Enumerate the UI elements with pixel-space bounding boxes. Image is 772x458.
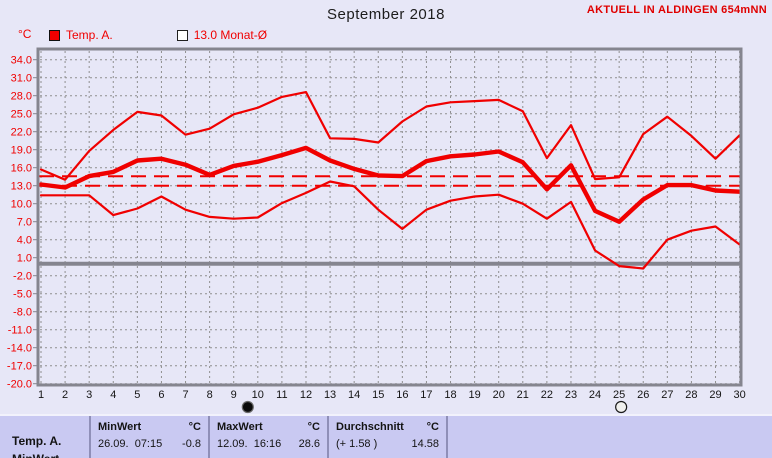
minwert-cell: MinWert °C 26.09. 07:15 -0.8 bbox=[89, 416, 208, 458]
svg-text:29: 29 bbox=[709, 389, 721, 401]
minwert-timestamp: 26.09. 07:15 bbox=[98, 437, 163, 450]
svg-text:28.0: 28.0 bbox=[11, 91, 32, 103]
svg-text:4: 4 bbox=[110, 389, 116, 401]
svg-text:4.0: 4.0 bbox=[17, 235, 32, 247]
svg-text:16.0: 16.0 bbox=[11, 163, 32, 175]
svg-text:17: 17 bbox=[420, 389, 432, 401]
svg-text:13.0: 13.0 bbox=[11, 181, 32, 193]
svg-text:15: 15 bbox=[372, 389, 384, 401]
temp-series-label: Temp. A. bbox=[66, 28, 113, 42]
svg-text:28: 28 bbox=[685, 389, 697, 401]
svg-text:27: 27 bbox=[661, 389, 673, 401]
month-average-swatch-icon bbox=[176, 29, 188, 41]
temperature-chart: 34.031.028.025.022.019.016.013.010.07.04… bbox=[7, 47, 746, 414]
svg-text:22: 22 bbox=[541, 389, 553, 401]
maxwert-unit: °C bbox=[307, 420, 320, 433]
maxwert-timestamp: 12.09. 16:16 bbox=[217, 437, 282, 450]
station-label: AKTUELL IN ALDINGEN 654mNN bbox=[586, 4, 767, 16]
maxwert-header: MaxWert bbox=[217, 420, 263, 433]
series-0 bbox=[39, 90, 741, 181]
durchschnitt-delta: (+ 1.58 ) bbox=[336, 437, 378, 450]
month-average-label: 13.0 Monat-Ø bbox=[193, 28, 268, 42]
full-moon-icon bbox=[615, 400, 628, 414]
minwert-unit: °C bbox=[188, 420, 201, 433]
svg-text:30: 30 bbox=[733, 389, 745, 401]
svg-text:-5.0: -5.0 bbox=[13, 289, 32, 301]
series-2 bbox=[39, 180, 741, 270]
svg-text:34.0: 34.0 bbox=[11, 55, 32, 67]
temp-series-swatch-icon bbox=[49, 29, 60, 41]
svg-text:26: 26 bbox=[637, 389, 649, 401]
page-title: September 2018 bbox=[327, 6, 445, 23]
svg-text:7: 7 bbox=[182, 389, 188, 401]
svg-text:-17.0: -17.0 bbox=[7, 361, 32, 373]
svg-text:11: 11 bbox=[276, 389, 287, 401]
svg-text:9: 9 bbox=[231, 389, 237, 401]
durchschnitt-unit: °C bbox=[426, 420, 439, 433]
svg-text:25: 25 bbox=[613, 389, 625, 401]
svg-text:2: 2 bbox=[62, 389, 68, 401]
svg-text:10: 10 bbox=[252, 389, 264, 401]
svg-text:-20.0: -20.0 bbox=[7, 379, 32, 391]
svg-text:6: 6 bbox=[158, 389, 164, 401]
svg-text:12: 12 bbox=[300, 389, 312, 401]
minwert-value: -0.8 bbox=[182, 437, 201, 450]
svg-text:22.0: 22.0 bbox=[11, 127, 32, 139]
svg-text:20: 20 bbox=[493, 389, 505, 401]
svg-text:-11.0: -11.0 bbox=[8, 325, 32, 337]
svg-text:-2.0: -2.0 bbox=[13, 271, 32, 283]
svg-text:19: 19 bbox=[468, 389, 480, 401]
svg-text:7.0: 7.0 bbox=[17, 217, 32, 229]
svg-text:1.0: 1.0 bbox=[17, 253, 32, 265]
maxwert-value: 28.6 bbox=[298, 437, 320, 450]
svg-text:23: 23 bbox=[565, 389, 577, 401]
series-1 bbox=[38, 145, 742, 224]
stats-table: Temp. A. MinWert MinWert °C 26.09. 07:15… bbox=[0, 414, 772, 458]
durchschnitt-value: 14.58 bbox=[411, 437, 439, 450]
svg-text:14: 14 bbox=[348, 389, 360, 401]
svg-text:24: 24 bbox=[589, 389, 601, 401]
svg-text:13: 13 bbox=[324, 389, 336, 401]
svg-text:3: 3 bbox=[86, 389, 92, 401]
svg-text:-14.0: -14.0 bbox=[7, 343, 32, 355]
next-row-partial-label: MinWert bbox=[12, 452, 59, 458]
svg-text:31.0: 31.0 bbox=[11, 73, 32, 85]
svg-text:18: 18 bbox=[444, 389, 456, 401]
minwert-header: MinWert bbox=[98, 420, 142, 433]
maxwert-cell: MaxWert °C 12.09. 16:16 28.6 bbox=[208, 416, 327, 458]
svg-text:10.0: 10.0 bbox=[11, 199, 32, 211]
svg-text:8: 8 bbox=[207, 389, 213, 401]
svg-text:-8.0: -8.0 bbox=[13, 307, 32, 319]
y-axis-unit-label: °C bbox=[18, 27, 32, 41]
empty-cell bbox=[446, 416, 772, 458]
chart-legend: Temp. A. 13.0 Monat-Ø bbox=[49, 28, 267, 42]
sensor-cell: Temp. A. MinWert bbox=[0, 416, 89, 458]
svg-text:16: 16 bbox=[396, 389, 408, 401]
svg-text:5: 5 bbox=[134, 389, 140, 401]
new-moon-icon bbox=[241, 400, 254, 414]
svg-text:21: 21 bbox=[517, 389, 529, 401]
svg-text:19.0: 19.0 bbox=[11, 145, 32, 157]
svg-text:1: 1 bbox=[38, 389, 44, 401]
durchschnitt-header: Durchschnitt bbox=[336, 420, 404, 433]
svg-text:25.0: 25.0 bbox=[11, 109, 32, 121]
durchschnitt-cell: Durchschnitt °C (+ 1.58 ) 14.58 bbox=[327, 416, 446, 458]
sensor-name: Temp. A. bbox=[12, 434, 62, 448]
